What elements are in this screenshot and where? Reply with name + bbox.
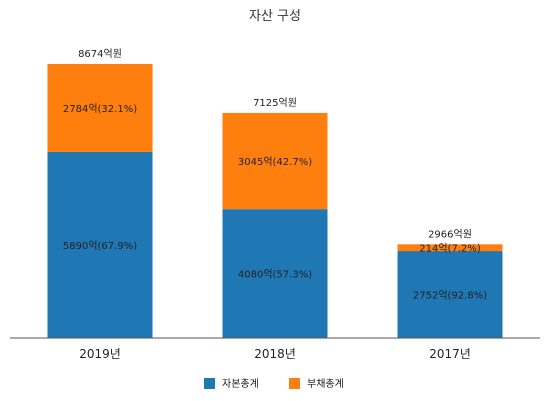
bar-equity-1 xyxy=(222,209,328,338)
bar-liabilities-0 xyxy=(47,64,153,152)
segment-label-equity-0: 5890억(67.9%) xyxy=(63,240,137,252)
x-axis: 2019년 2018년 2017년 xyxy=(79,347,471,361)
total-label-0: 8674억원 xyxy=(78,48,122,60)
segment-label-liabilities-2: 214억(7.2%) xyxy=(419,243,481,255)
bar-liabilities-1 xyxy=(222,112,328,210)
segment-label-liabilities-1: 3045억(42.7%) xyxy=(238,156,312,168)
bar-equity-0 xyxy=(47,151,153,338)
bar-equity-2 xyxy=(397,251,503,338)
bars-layer xyxy=(47,64,503,338)
segment-label-equity-1: 4080억(57.3%) xyxy=(238,269,312,281)
legend: 자본총계 부채총계 xyxy=(204,378,344,390)
labels-layer: 5890억(67.9%) 2784억(32.1%) 8674억원 4080억(57.3… xyxy=(63,48,487,302)
total-label-1: 7125억원 xyxy=(253,97,297,109)
legend-item-equity: 자본총계 xyxy=(204,378,259,390)
x-tick-label-1: 2018년 xyxy=(254,347,296,361)
legend-item-equity-label: 자본총계 xyxy=(222,378,259,390)
x-tick-label-0: 2019년 xyxy=(79,347,121,361)
x-tick-label-2: 2017년 xyxy=(429,347,471,361)
segment-label-equity-2: 2752억(92.8%) xyxy=(413,290,487,302)
segment-label-liabilities-0: 2784억(32.1%) xyxy=(63,103,137,115)
bar-liabilities-2 xyxy=(397,244,503,252)
legend-item-liabilities-label: 부채총계 xyxy=(307,378,344,390)
chart-title: 자산 구성 xyxy=(249,9,301,24)
total-label-2: 2966억원 xyxy=(428,228,472,240)
legend-item-liabilities-swatch xyxy=(289,378,300,389)
legend-item-liabilities: 부채총계 xyxy=(289,378,344,390)
legend-item-equity-swatch xyxy=(204,378,215,389)
